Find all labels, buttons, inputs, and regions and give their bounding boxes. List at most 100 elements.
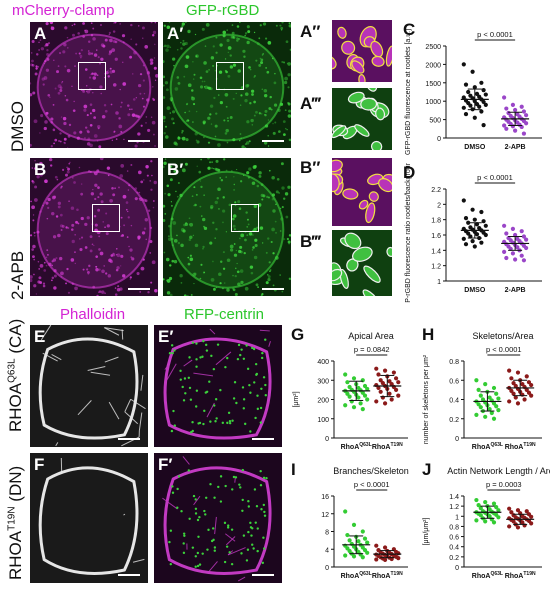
centrin-dot — [252, 347, 256, 351]
y-tick-label: 300 — [317, 378, 329, 385]
data-point — [504, 231, 509, 236]
panel-letter-C: C — [403, 20, 416, 39]
speckle — [164, 212, 167, 215]
scale-bar — [252, 438, 274, 440]
speckle — [167, 237, 172, 241]
speckle — [240, 233, 245, 238]
speckle — [33, 119, 38, 124]
speckle — [86, 129, 89, 133]
speckle — [65, 226, 68, 229]
panel-letter-D: D — [403, 163, 416, 182]
speckle — [170, 204, 173, 207]
data-point — [529, 521, 534, 526]
data-point — [481, 88, 486, 93]
speckle — [68, 123, 72, 127]
speckle — [46, 57, 50, 61]
data-point — [520, 520, 525, 525]
panel-letter-G: G — [291, 325, 305, 344]
rootlet-outline — [358, 74, 366, 82]
speckle — [45, 68, 50, 72]
y-tick-label: 0.6 — [449, 535, 459, 542]
speckle — [66, 170, 70, 174]
speckle — [83, 108, 87, 112]
speckle — [185, 138, 189, 142]
speckle — [287, 185, 291, 189]
y-tick-label: 100 — [317, 417, 329, 424]
centrin-dot — [231, 419, 234, 422]
speckle — [234, 201, 237, 204]
speckle — [191, 195, 194, 198]
speckle — [96, 74, 99, 76]
speckle — [40, 47, 45, 51]
data-point — [374, 366, 379, 371]
speckle — [232, 224, 236, 228]
centrin-dot — [249, 521, 252, 525]
data-point — [524, 113, 529, 118]
speckle — [138, 197, 141, 200]
row-label-rhoa-ca: RHOAQ63L (CA) — [6, 319, 26, 432]
centrin-dot — [168, 352, 172, 355]
speckle — [200, 85, 204, 89]
speckle — [44, 120, 48, 124]
speckle — [53, 195, 57, 199]
y-tick-label: 1.2 — [449, 504, 459, 511]
speckle — [270, 108, 273, 111]
panel-letter-E: E — [34, 327, 46, 346]
data-point — [463, 216, 469, 221]
speckle — [154, 144, 157, 147]
speckle — [59, 140, 62, 143]
speckle — [283, 80, 288, 85]
speckle — [232, 97, 235, 100]
y-tick-label: 2.2 — [431, 187, 441, 194]
speckle — [166, 44, 170, 48]
data-point — [476, 387, 481, 392]
speckle — [181, 131, 183, 134]
data-point — [526, 380, 532, 385]
speckle — [163, 165, 165, 169]
speckle — [271, 57, 274, 60]
data-point — [362, 536, 368, 541]
speckle — [142, 198, 146, 202]
speckle — [225, 128, 229, 133]
speckle — [80, 183, 83, 185]
data-point — [515, 525, 521, 530]
speckle — [50, 120, 54, 124]
centrin-dot — [256, 527, 259, 530]
panel-letter-A-double: A″ — [300, 22, 321, 41]
speckle — [150, 22, 153, 24]
chart-title: Apical Area — [348, 331, 394, 341]
speckle — [258, 174, 262, 178]
data-point — [472, 115, 477, 120]
speckle — [218, 208, 220, 210]
speckle — [244, 147, 247, 148]
centrin-dot — [263, 514, 267, 517]
speckle — [232, 288, 236, 292]
speckle — [247, 30, 251, 34]
speckle — [192, 60, 194, 63]
centrin-dot — [228, 421, 232, 425]
actin-filament — [40, 325, 52, 341]
speckle — [222, 196, 225, 199]
speckle — [79, 130, 83, 134]
speckle — [150, 160, 153, 163]
rootlet-outline — [375, 107, 386, 121]
data-point — [522, 397, 527, 402]
chart-title: Actin Network Length / Area — [447, 466, 550, 476]
data-point — [524, 245, 529, 251]
centrin-dot — [196, 518, 200, 522]
speckle — [176, 195, 179, 198]
speckle — [71, 85, 73, 88]
speckle — [122, 61, 124, 63]
speckle — [53, 59, 55, 61]
centrin-dot — [182, 399, 186, 402]
centrin-dot — [226, 421, 229, 425]
speckle — [174, 87, 179, 91]
actin-filament — [104, 356, 119, 363]
speckle — [115, 111, 119, 115]
data-point — [483, 519, 488, 524]
speckle — [36, 230, 40, 234]
speckle — [113, 22, 117, 24]
rootlet-outline — [341, 40, 356, 55]
data-point — [343, 509, 348, 514]
speckle — [210, 123, 213, 125]
